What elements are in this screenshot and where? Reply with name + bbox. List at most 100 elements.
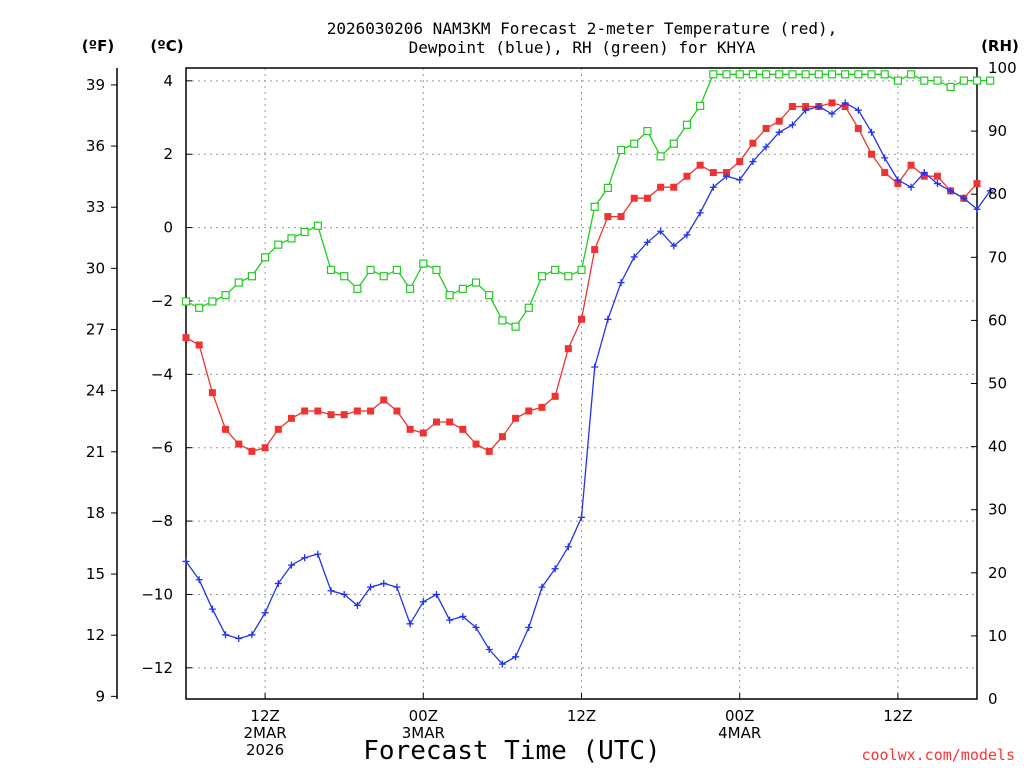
rh-point: [643, 126, 652, 136]
dewpoint-point: [261, 609, 269, 617]
rh-point: [208, 297, 217, 306]
f-tick-label: 36: [86, 137, 105, 155]
temperature-point: [894, 180, 902, 188]
rh-tick-label: 70: [988, 248, 1007, 266]
c-tick-label: 0: [163, 219, 173, 237]
temperature-point: [841, 103, 849, 111]
grid-lines: [186, 68, 977, 699]
temperature-point: [617, 213, 625, 221]
rh-point: [577, 265, 586, 275]
temperature-point: [736, 158, 744, 166]
temperature-point: [762, 125, 770, 133]
f-tick-label: 39: [86, 76, 105, 94]
temperature-point: [182, 334, 190, 342]
dewpoint-point: [670, 242, 678, 250]
dewpoint-point: [815, 103, 823, 111]
dewpoint-point: [828, 110, 836, 118]
temperature-point: [459, 425, 467, 433]
dewpoint-point: [182, 557, 190, 565]
c-tick-label: 2: [163, 145, 173, 163]
rh-point: [353, 284, 362, 293]
rh-point: [827, 70, 837, 79]
rh-point: [959, 76, 968, 85]
dewpoint-point: [762, 143, 770, 151]
rh-point: [656, 152, 665, 161]
temperature-point: [696, 161, 704, 169]
rh-point: [682, 120, 692, 129]
rh-point: [511, 322, 520, 331]
rh-point: [775, 70, 784, 79]
rh-point: [788, 70, 797, 79]
temperature-point: [578, 315, 585, 323]
plot-frame: [185, 67, 978, 700]
rh-tick-label: 80: [988, 185, 1007, 203]
rh-point: [366, 265, 375, 275]
rh-point: [630, 139, 639, 148]
temperature-point: [564, 345, 572, 353]
temperature-point: [472, 440, 480, 448]
dewpoint-point: [485, 645, 493, 653]
dewpoint-point: [419, 598, 427, 606]
rh-point: [551, 265, 560, 275]
temperature-point: [828, 99, 836, 107]
dewpoint-line: [185, 102, 991, 665]
f-tick-label: 21: [86, 443, 105, 461]
rh-point: [946, 82, 955, 92]
temperature-point: [670, 183, 678, 191]
temperature-point: [775, 117, 783, 125]
temperature-point: [709, 169, 717, 177]
dewpoint-point: [248, 631, 256, 639]
temperature-point: [657, 183, 665, 191]
chart-title-line2: Dewpoint (blue), RH (green) for KHYA: [409, 38, 756, 57]
dewpoint-point: [327, 587, 335, 595]
dewpoint-point: [446, 616, 454, 624]
rh-point: [195, 303, 204, 312]
f-tick-label: 12: [86, 626, 105, 644]
rh-point: [669, 139, 678, 148]
rh-point: [234, 278, 243, 287]
temperature-point: [788, 103, 796, 111]
temperature-point: [525, 407, 533, 415]
data-series: [181, 70, 995, 668]
temperature-point: [933, 172, 941, 180]
axes: [111, 67, 978, 700]
x-tick-label: 12Z: [883, 707, 912, 725]
temperature-point: [393, 407, 401, 415]
dewpoint-point: [195, 576, 203, 584]
rh-point: [524, 303, 533, 312]
dewpoint-point: [775, 128, 783, 136]
c-tick-label: −6: [151, 439, 173, 457]
rh-point: [761, 70, 771, 79]
dewpoint-point: [301, 554, 309, 562]
temperature-point: [630, 194, 638, 202]
dewpoint-point: [973, 205, 981, 213]
rh-point: [445, 291, 454, 300]
dewpoint-point: [933, 180, 941, 188]
dewpoint-point: [696, 209, 704, 217]
dewpoint-point: [749, 158, 757, 166]
temperature-point: [248, 447, 256, 455]
temperature-point: [353, 407, 361, 415]
x-tick-label: 2MAR: [244, 724, 287, 742]
temperature-point: [538, 403, 546, 411]
temperature-point: [287, 414, 295, 422]
temperature-point: [498, 433, 506, 441]
rh-point: [392, 265, 402, 275]
rh-point: [722, 70, 731, 79]
rh-point: [537, 272, 547, 281]
rh-tick-label: 30: [988, 501, 1007, 519]
temperature-point: [314, 407, 322, 415]
rh-point: [300, 227, 309, 237]
rh-point: [261, 253, 270, 262]
rh-point: [221, 291, 230, 300]
dewpoint-point: [525, 623, 533, 631]
dewpoint-point: [564, 543, 572, 551]
x-tick-label: 00Z: [409, 707, 438, 725]
rh-point: [379, 272, 388, 281]
rh-point: [458, 284, 467, 293]
temperature-point: [367, 407, 375, 415]
temperature-point: [340, 411, 348, 419]
dewpoint-point: [723, 172, 731, 180]
temperature-point: [604, 213, 612, 221]
rh-point: [287, 234, 296, 243]
